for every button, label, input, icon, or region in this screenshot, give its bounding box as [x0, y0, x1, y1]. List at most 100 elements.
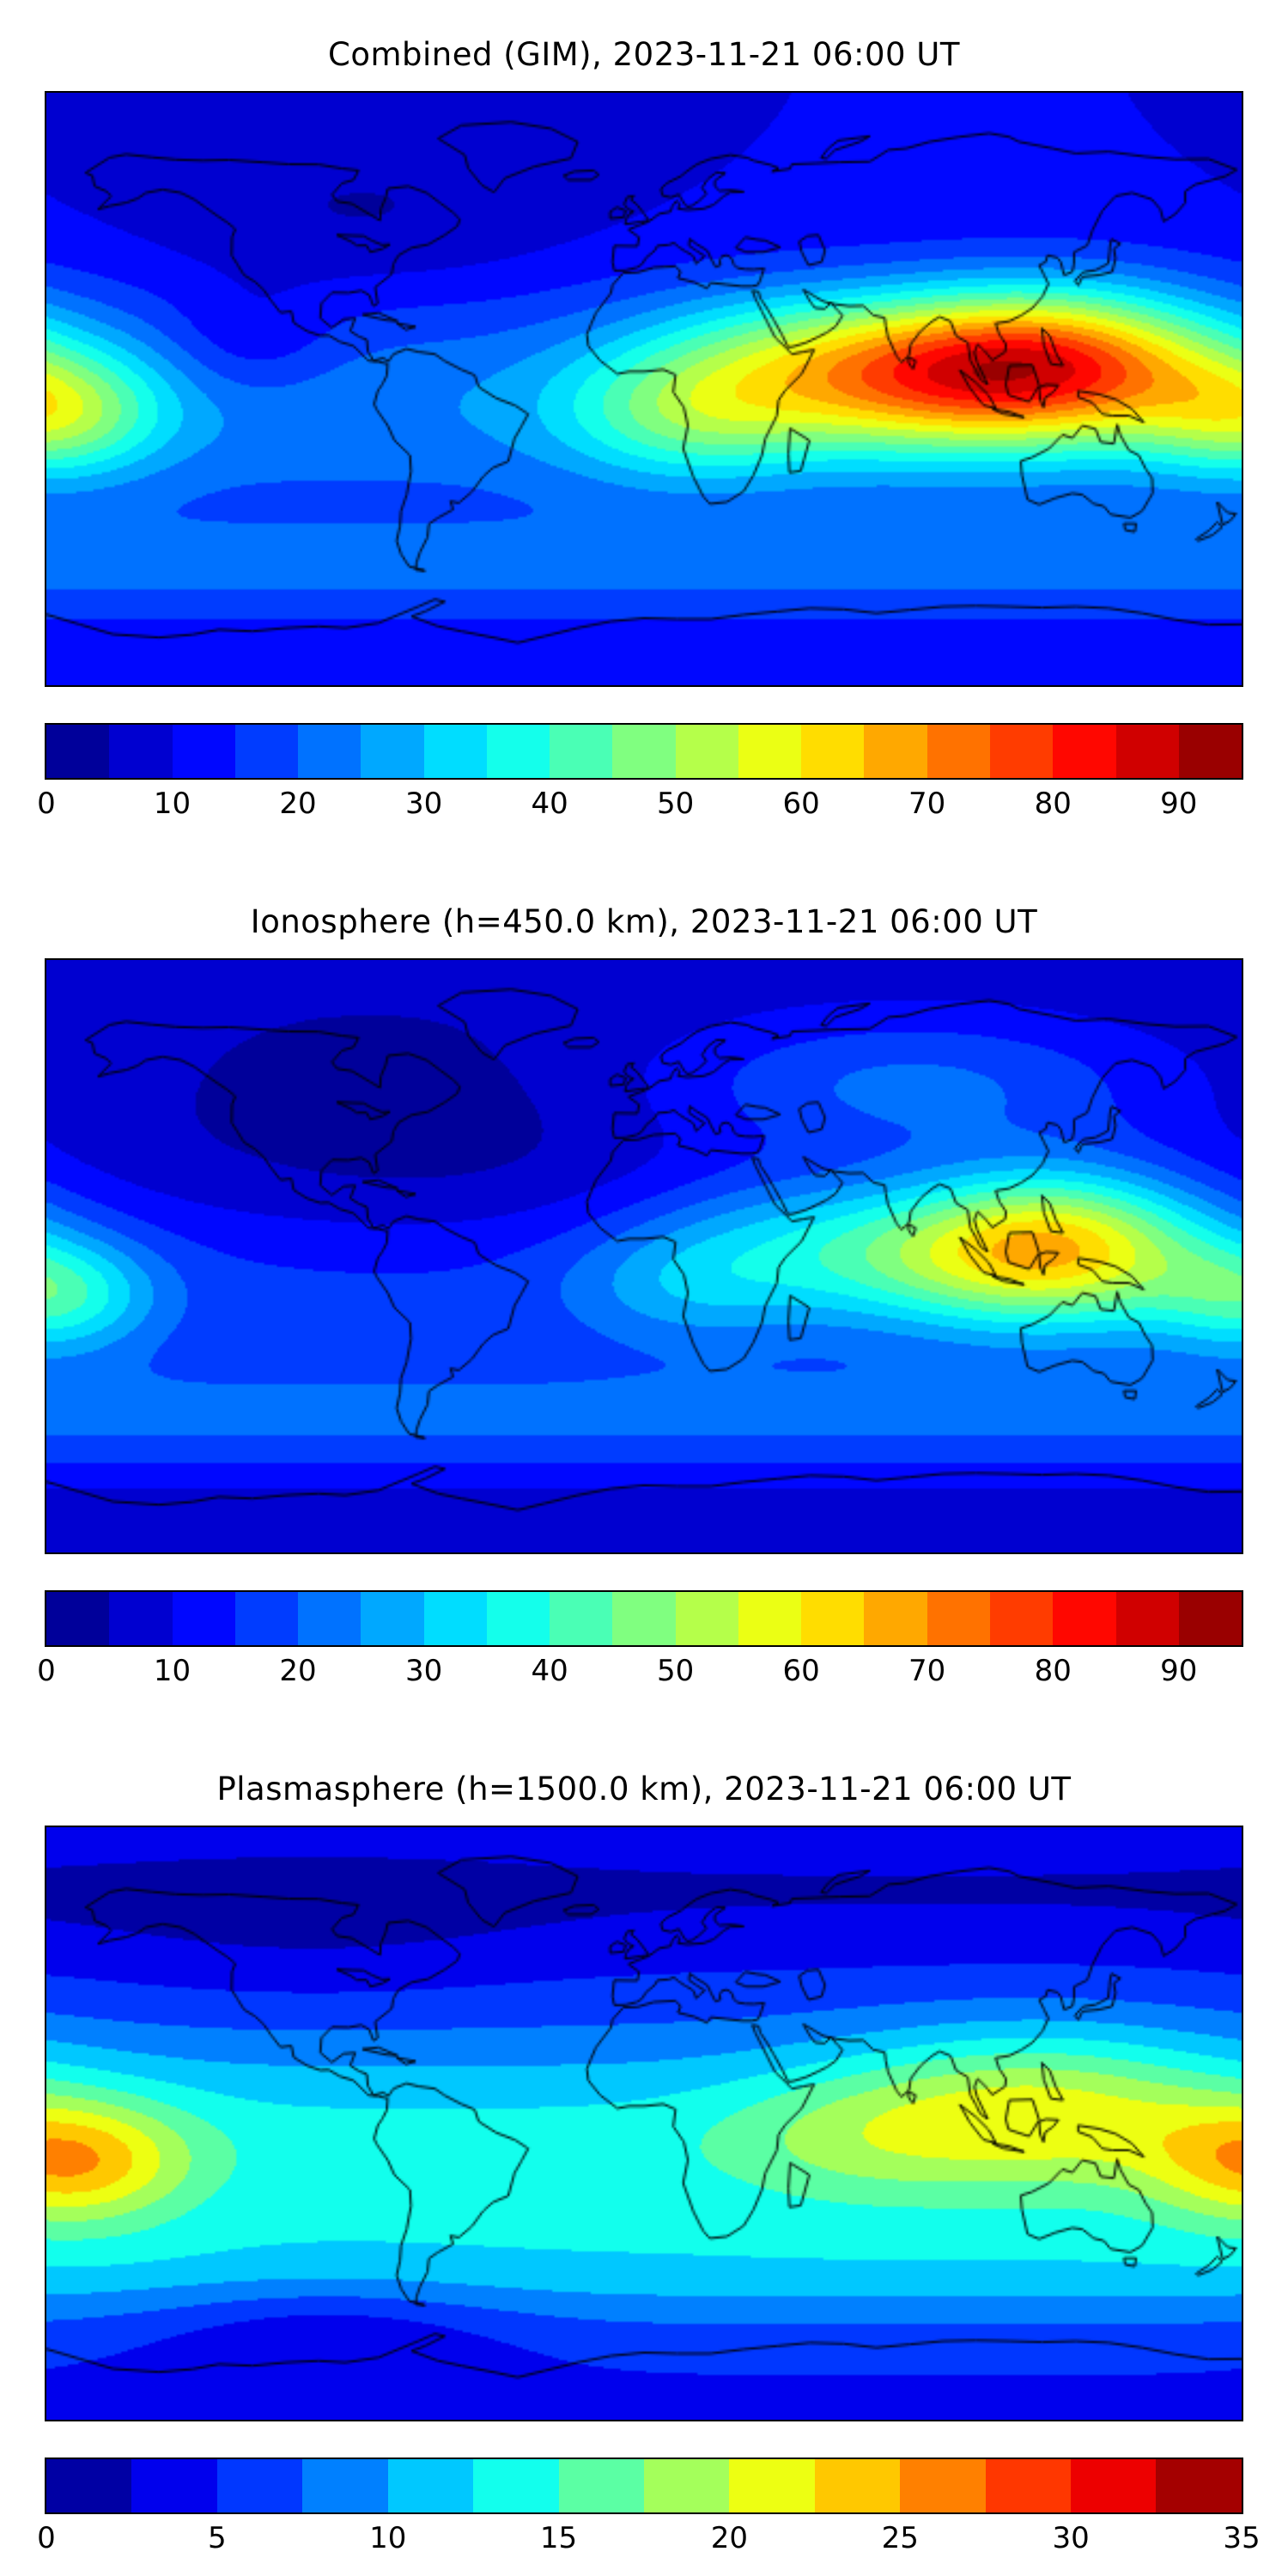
colorbar-segment [234, 725, 299, 778]
contour-map-canvas-combined-gim [46, 93, 1242, 685]
colorbar-tick-label: 40 [531, 787, 568, 821]
colorbar-segment [131, 2459, 217, 2512]
colorbar-segment [109, 1592, 173, 1645]
colorbar-segment [172, 1592, 235, 1645]
panel-ionosphere: Ionosphere (h=450.0 km), 2023-11-21 06:0… [0, 902, 1288, 1695]
colorbar-tick-label: 10 [153, 1654, 191, 1688]
colorbar-segment [298, 725, 361, 778]
colorbar-segment [1053, 1592, 1116, 1645]
colorbar-tick-label: 80 [1034, 1654, 1072, 1688]
colorbar-segment [864, 725, 927, 778]
colorbar-tick-label: 25 [881, 2521, 919, 2555]
colorbar-segment [302, 2459, 388, 2512]
colorbar-ticks-plasmasphere: 0 5 10 15 20 25 30 35 [37, 2521, 1260, 2562]
colorbar-tick-label: 0 [37, 787, 56, 821]
colorbar-segment [234, 1592, 299, 1645]
colorbar-segment [738, 1592, 802, 1645]
colorbar-tick-label: 70 [908, 1654, 946, 1688]
colorbar-tick-label: 30 [1052, 2521, 1090, 2555]
colorbar-tick-label: 5 [208, 2521, 227, 2555]
colorbar-segment [612, 1592, 676, 1645]
colorbar-tick-label: 90 [1160, 787, 1198, 821]
colorbar-tick-label: 60 [782, 787, 820, 821]
colorbar-tick-label: 60 [782, 1654, 820, 1688]
colorbar-tick-label: 30 [404, 787, 443, 821]
colorbar-plasmasphere [45, 2458, 1243, 2514]
colorbar-segment [927, 725, 990, 778]
colorbar-segment [675, 1592, 738, 1645]
colorbar-segment [486, 725, 550, 778]
colorbar-tick-label: 35 [1223, 2521, 1261, 2555]
colorbar-tick-label: 70 [908, 787, 946, 821]
colorbar-segment [643, 2459, 730, 2512]
colorbar-tick-label: 0 [37, 2521, 56, 2555]
colorbar-segment [1178, 1592, 1242, 1645]
colorbar-segment [864, 1592, 927, 1645]
colorbar-segment [1053, 725, 1116, 778]
contour-map-canvas-plasmasphere [46, 1827, 1242, 2420]
world-map-ionosphere [45, 958, 1243, 1554]
colorbar-segment [361, 725, 424, 778]
colorbar-tick-label: 15 [539, 2521, 578, 2555]
colorbar-segment [1156, 2459, 1242, 2512]
colorbar-ionosphere [45, 1590, 1243, 1647]
colorbar-tick-label: 20 [279, 1654, 317, 1688]
panel-combined-gim: Combined (GIM), 2023-11-21 06:00 UT 0 10 2… [0, 0, 1288, 828]
colorbar-segment [387, 2459, 474, 2512]
panel-title-combined-gim: Combined (GIM), 2023-11-21 06:00 UT [327, 36, 960, 73]
panel-plasmasphere: Plasmasphere (h=1500.0 km), 2023-11-21 0… [0, 1769, 1288, 2562]
contour-map-canvas-ionosphere [46, 960, 1242, 1552]
colorbar-segment [423, 1592, 487, 1645]
colorbar-segment [216, 2459, 303, 2512]
world-map-plasmasphere [45, 1826, 1243, 2421]
colorbar-segment [985, 2459, 1072, 2512]
colorbar-tick-label: 90 [1160, 1654, 1198, 1688]
colorbar-tick-label: 40 [531, 1654, 568, 1688]
colorbar-segment [1178, 725, 1242, 778]
colorbar-segment [927, 1592, 990, 1645]
colorbar-segment [729, 2459, 815, 2512]
colorbar-segment [486, 1592, 550, 1645]
panel-title-plasmasphere: Plasmasphere (h=1500.0 km), 2023-11-21 0… [216, 1771, 1072, 1807]
colorbar-tick-label: 50 [656, 787, 695, 821]
colorbar-segment [46, 725, 110, 778]
colorbar-segment [558, 2459, 644, 2512]
colorbar-segment [361, 1592, 424, 1645]
colorbar-segment [172, 725, 235, 778]
colorbar-segment [989, 1592, 1054, 1645]
colorbar-tick-label: 20 [710, 2521, 749, 2555]
colorbar-segment [46, 2459, 132, 2512]
colorbar-segment [900, 2459, 986, 2512]
colorbar-tick-label: 10 [369, 2521, 407, 2555]
colorbar-segment [675, 725, 738, 778]
colorbar-segment [801, 1592, 865, 1645]
colorbar-tick-label: 50 [656, 1654, 695, 1688]
colorbar-tick-label: 0 [37, 1654, 56, 1688]
colorbar-combined-gim [45, 723, 1243, 780]
colorbar-segment [298, 1592, 361, 1645]
colorbar-segment [814, 2459, 901, 2512]
colorbar-segment [801, 725, 865, 778]
colorbar-segment [1071, 2459, 1157, 2512]
colorbar-segment [738, 725, 802, 778]
colorbar-segment [550, 725, 613, 778]
colorbar-tick-label: 20 [279, 787, 317, 821]
colorbar-tick-label: 80 [1034, 787, 1072, 821]
panel-title-ionosphere: Ionosphere (h=450.0 km), 2023-11-21 06:0… [250, 903, 1038, 940]
colorbar-segment [612, 725, 676, 778]
world-map-combined-gim [45, 91, 1243, 687]
colorbar-tick-label: 30 [404, 1654, 443, 1688]
colorbar-segment [989, 725, 1054, 778]
colorbar-segment [109, 725, 173, 778]
colorbar-segment [473, 2459, 559, 2512]
colorbar-segment [423, 725, 487, 778]
colorbar-segment [46, 1592, 110, 1645]
colorbar-tick-label: 10 [153, 787, 191, 821]
colorbar-ticks-ionosphere: 0 10 20 30 40 50 60 70 80 90 [37, 1654, 1242, 1695]
colorbar-segment [1115, 725, 1179, 778]
colorbar-ticks-combined-gim: 0 10 20 30 40 50 60 70 80 90 [37, 787, 1242, 828]
colorbar-segment [1115, 1592, 1179, 1645]
colorbar-segment [550, 1592, 613, 1645]
